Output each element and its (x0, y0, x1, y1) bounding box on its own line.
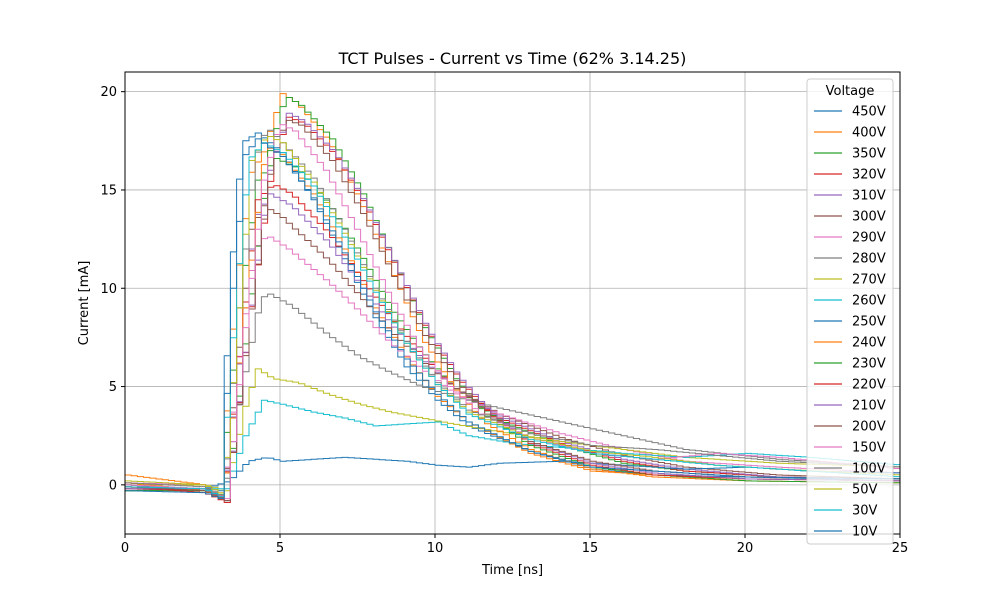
series-line-10V (125, 138, 901, 500)
legend-label: 250V (852, 315, 886, 330)
y-tick-label: 15 (100, 183, 117, 198)
legend-label: 150V (852, 441, 886, 456)
x-tick-label: 20 (737, 541, 754, 556)
y-axis-label: Current [mA] (77, 261, 92, 346)
x-tick-label: 5 (276, 541, 284, 556)
legend-label: 450V (852, 105, 886, 120)
series-line-100V (125, 129, 901, 496)
chart-title: TCT Pulses - Current vs Time (62% 3.14.2… (338, 49, 687, 68)
legend-label: 260V (852, 294, 886, 309)
legend-label: 200V (852, 420, 886, 435)
y-tick-label: 0 (109, 478, 117, 493)
legend-label: 210V (852, 399, 886, 414)
y-tick-label: 10 (100, 282, 117, 297)
legend-label: 100V (852, 462, 886, 477)
y-tick-label: 20 (100, 85, 117, 100)
legend: Voltage 450V 400V 350V 320V 310V 300V 290V 280V… (806, 78, 894, 545)
plot-area (124, 71, 901, 535)
legend-label: 300V (852, 210, 886, 225)
legend-label: 50V (852, 483, 878, 498)
legend-label: 270V (852, 273, 886, 288)
legend-label: 400V (852, 126, 886, 141)
x-tick-label: 15 (582, 541, 599, 556)
x-tick-label: 10 (427, 541, 444, 556)
series-line-270V (125, 368, 901, 492)
legend-label: 280V (852, 252, 886, 267)
legend-label: 30V (852, 504, 878, 519)
series-layer (125, 93, 901, 504)
legend-label: 230V (852, 357, 886, 372)
series-line-280V (125, 293, 901, 497)
series-line-260V (125, 399, 901, 490)
x-axis: 0 5 10 15 20 25 (121, 534, 908, 556)
legend-title: Voltage (826, 84, 875, 99)
y-tick-label: 5 (109, 380, 117, 395)
legend-label: 310V (852, 189, 886, 204)
grid (124, 72, 901, 534)
legend-label: 290V (852, 231, 886, 246)
legend-label: 220V (852, 378, 886, 393)
legend-label: 320V (852, 168, 886, 183)
legend-label: 240V (852, 336, 886, 351)
plot-frame (124, 71, 901, 535)
legend-items: 450V 400V 350V 320V 310V 300V 290V 280V 270V 260V… (814, 105, 886, 540)
x-axis-label: Time [ns] (481, 563, 543, 578)
legend-label: 10V (852, 525, 878, 540)
x-tick-label: 0 (121, 541, 129, 556)
legend-label: 350V (852, 147, 886, 162)
y-axis: 0 5 10 15 20 (100, 85, 125, 493)
x-tick-label: 25 (892, 541, 909, 556)
plot-background (125, 72, 900, 534)
series-line-30V (125, 142, 901, 498)
